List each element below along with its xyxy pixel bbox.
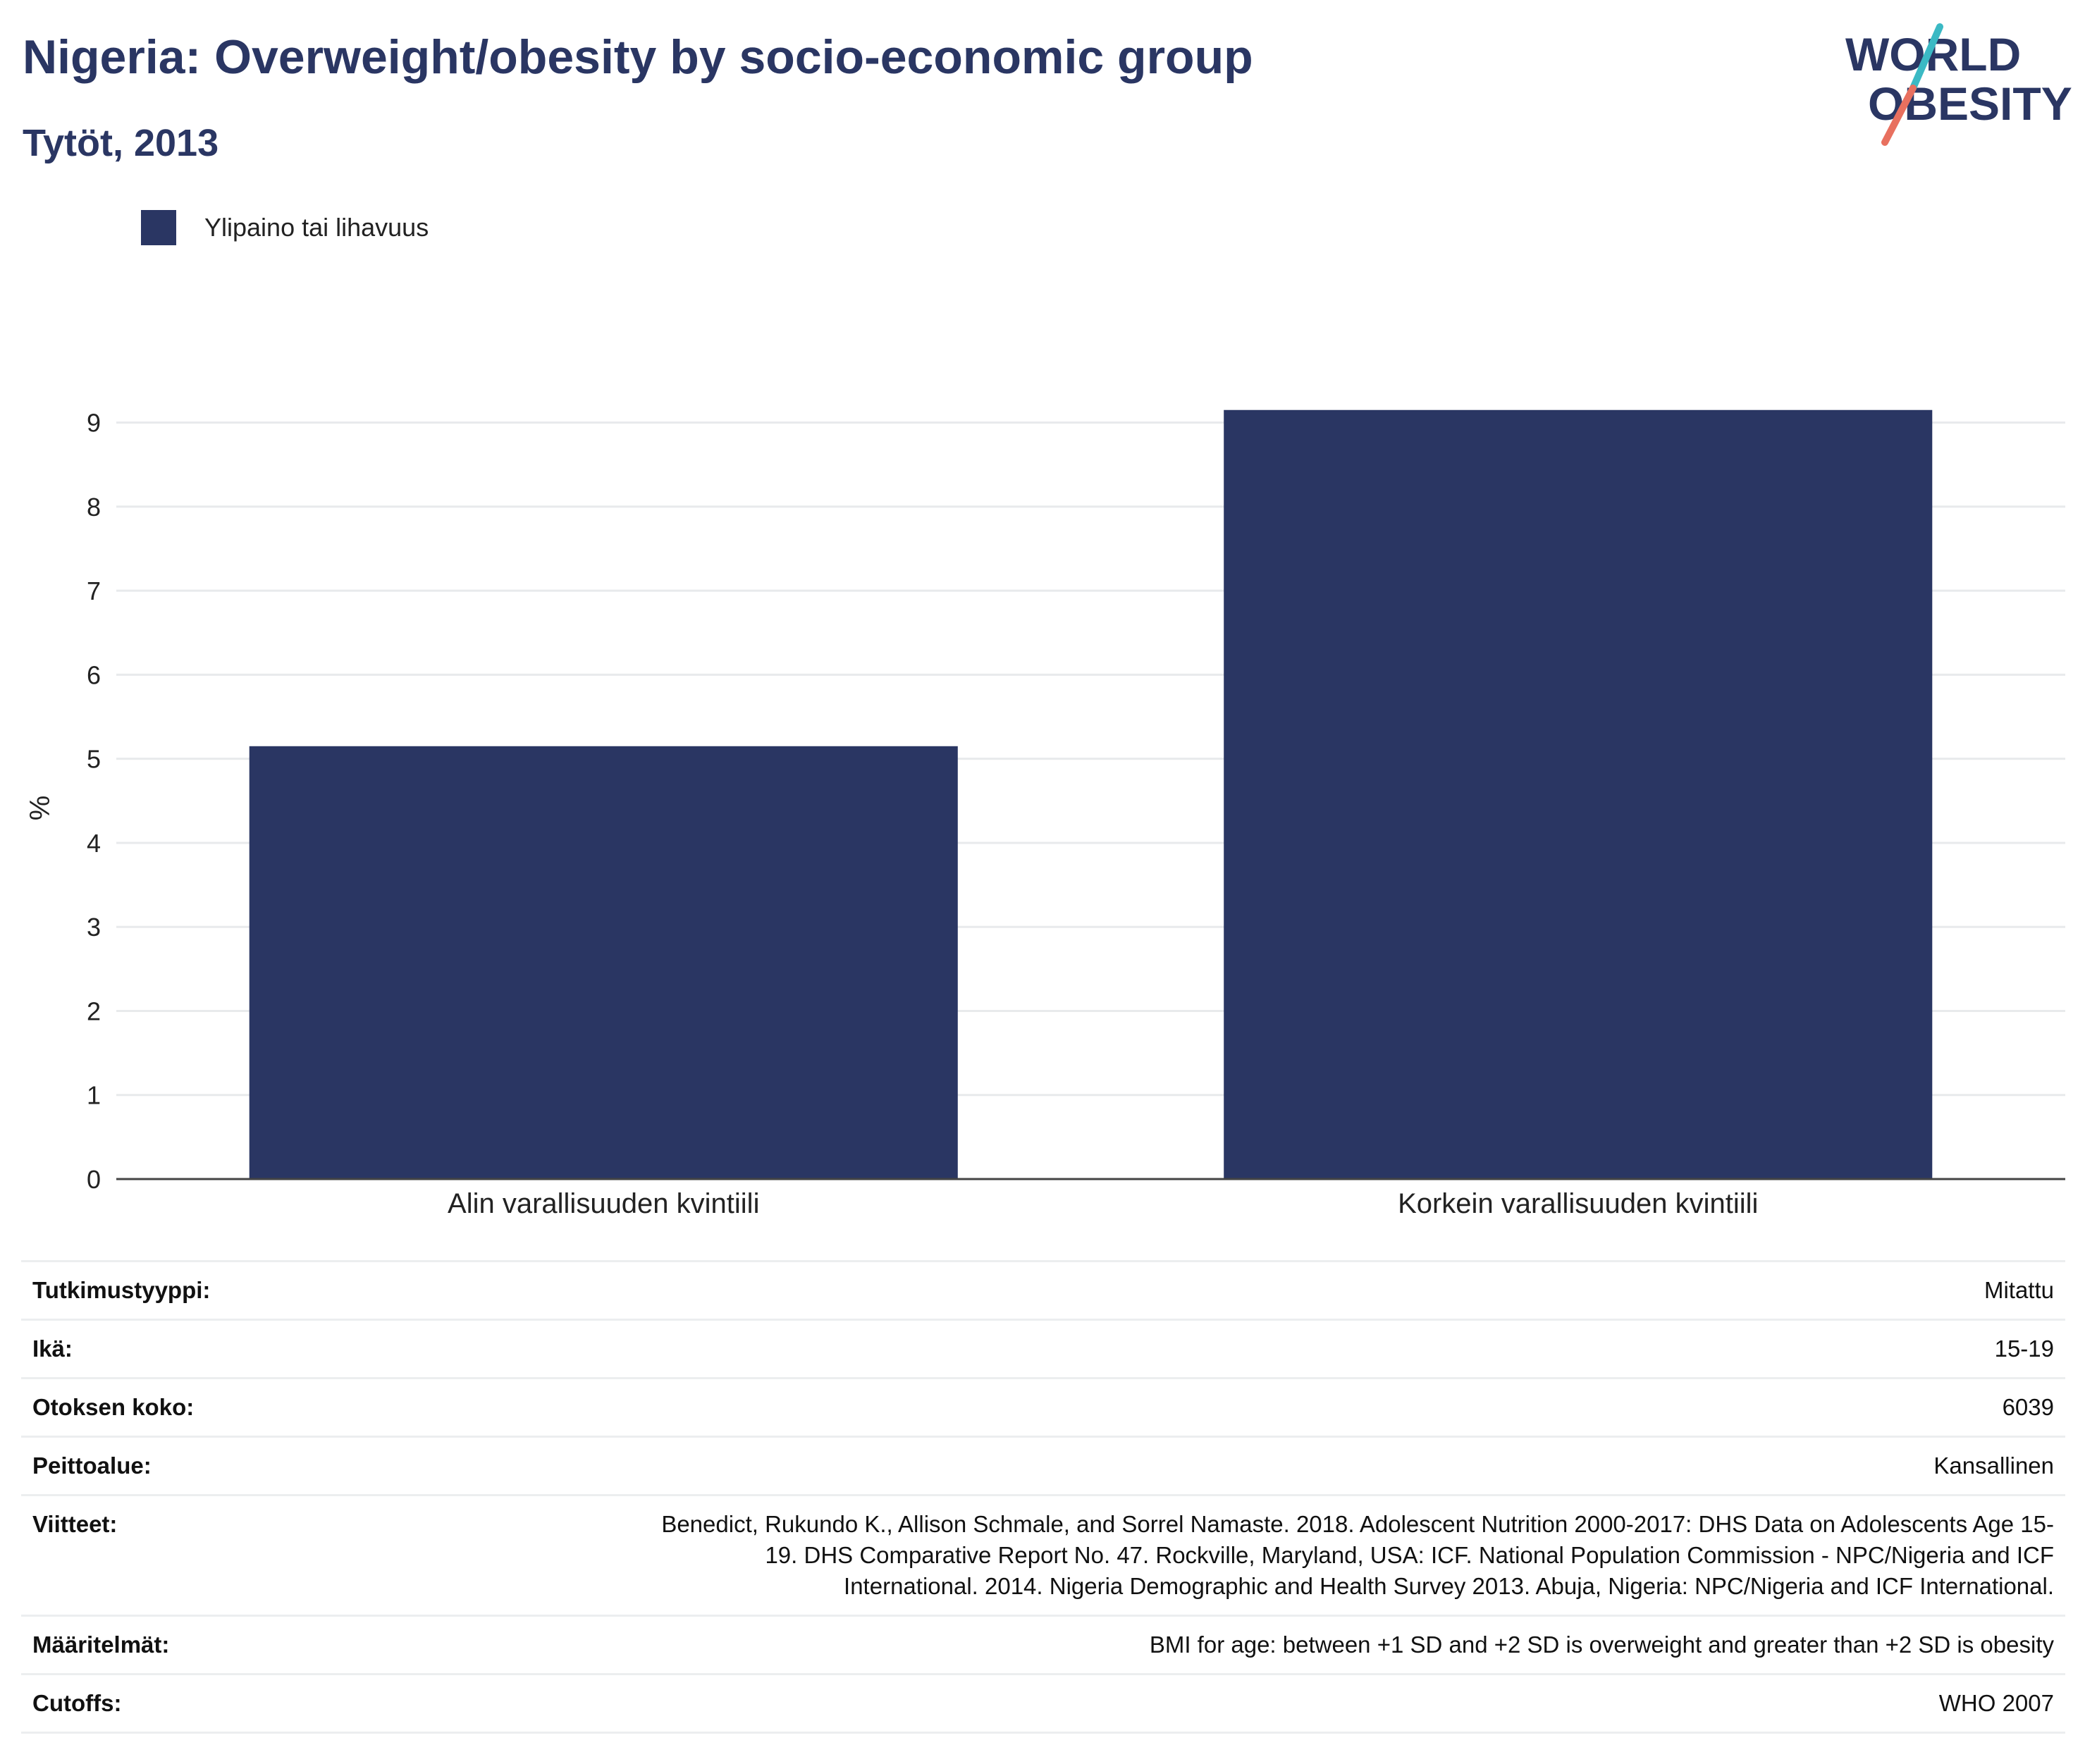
meta-key: Peittoalue:: [32, 1452, 152, 1479]
meta-key: Cutoffs:: [32, 1690, 122, 1716]
meta-key: Määritelmät:: [32, 1632, 170, 1658]
y-tick-label: 1: [87, 1081, 101, 1110]
y-tick-label: 3: [87, 913, 101, 942]
meta-row: Viitteet: Benedict, Rukundo K., Allison S…: [21, 1495, 2065, 1616]
legend-label: Ylipaino tai lihavuus: [204, 213, 429, 242]
meta-value: Kansallinen: [1933, 1452, 2054, 1479]
x-category-label: Korkein varallisuuden kvintiili: [1398, 1188, 1758, 1219]
meta-row: Ikä: 15-19: [21, 1319, 2065, 1378]
meta-value: Benedict, Rukundo K., Allison Schmale, a…: [467, 1495, 2065, 1616]
y-tick-label: 6: [87, 660, 101, 689]
legend: Ylipaino tai lihavuus: [141, 210, 429, 245]
y-tick-label: 5: [87, 745, 101, 774]
meta-value: 15-19: [1994, 1336, 2054, 1362]
meta-row: Määritelmät: BMI for age: between +1 SD a…: [21, 1615, 2065, 1674]
meta-row: Tutkimustyyppi: Mitattu: [21, 1261, 2065, 1320]
meta-key: Tutkimustyyppi:: [32, 1277, 211, 1303]
bar: [1224, 409, 1933, 1179]
bar-chart: 0 1 2 3 4 5 6 7 8 9 Alin varallisuuden kvintiili Ko…: [25, 409, 2065, 1219]
bar: [249, 746, 958, 1179]
meta-value-line: 19. DHS Comparative Report No. 47. Rockv…: [765, 1542, 2054, 1568]
meta-row: Otoksen koko: 6039: [21, 1378, 2065, 1437]
meta-key: Viitteet:: [32, 1511, 118, 1537]
legend-swatch: [141, 210, 176, 245]
logo-slash-coral: [1881, 85, 1917, 146]
y-tick-label: 4: [87, 829, 101, 858]
y-tick-label: 0: [87, 1165, 101, 1194]
meta-row: Peittoalue: Kansallinen: [21, 1436, 2065, 1495]
y-tick-label: 9: [87, 409, 101, 438]
metadata-table: Tutkimustyyppi: Mitattu Ikä: 15-19 Otoksen k…: [21, 1260, 2065, 1734]
chart-title: Nigeria: Overweight/obesity by socio-eco…: [23, 30, 1253, 84]
y-tick-label: 8: [87, 493, 101, 522]
meta-value-line: International. 2014. Nigeria Demographic…: [844, 1573, 2054, 1599]
y-tick-label: 7: [87, 576, 101, 605]
logo-slash-teal: [1909, 23, 1943, 92]
meta-key: Otoksen koko:: [32, 1394, 195, 1420]
y-tick-label: 2: [87, 997, 101, 1025]
chart-subtitle: Tytöt, 2013: [23, 122, 219, 164]
meta-value: WHO 2007: [1938, 1690, 2054, 1716]
meta-row: Cutoffs: WHO 2007: [21, 1674, 2065, 1733]
meta-value: 6039: [2002, 1394, 2054, 1420]
meta-key: Ikä:: [32, 1336, 73, 1362]
meta-value: Mitattu: [1983, 1277, 2054, 1303]
y-axis-label: %: [25, 796, 56, 821]
x-category-label: Alin varallisuuden kvintiili: [448, 1188, 759, 1219]
meta-value-line: Benedict, Rukundo K., Allison Schmale, a…: [661, 1511, 2054, 1537]
world-obesity-logo: WORLD OBESITY: [1845, 23, 2072, 146]
meta-value: BMI for age: between +1 SD and +2 SD is …: [1149, 1632, 2054, 1658]
